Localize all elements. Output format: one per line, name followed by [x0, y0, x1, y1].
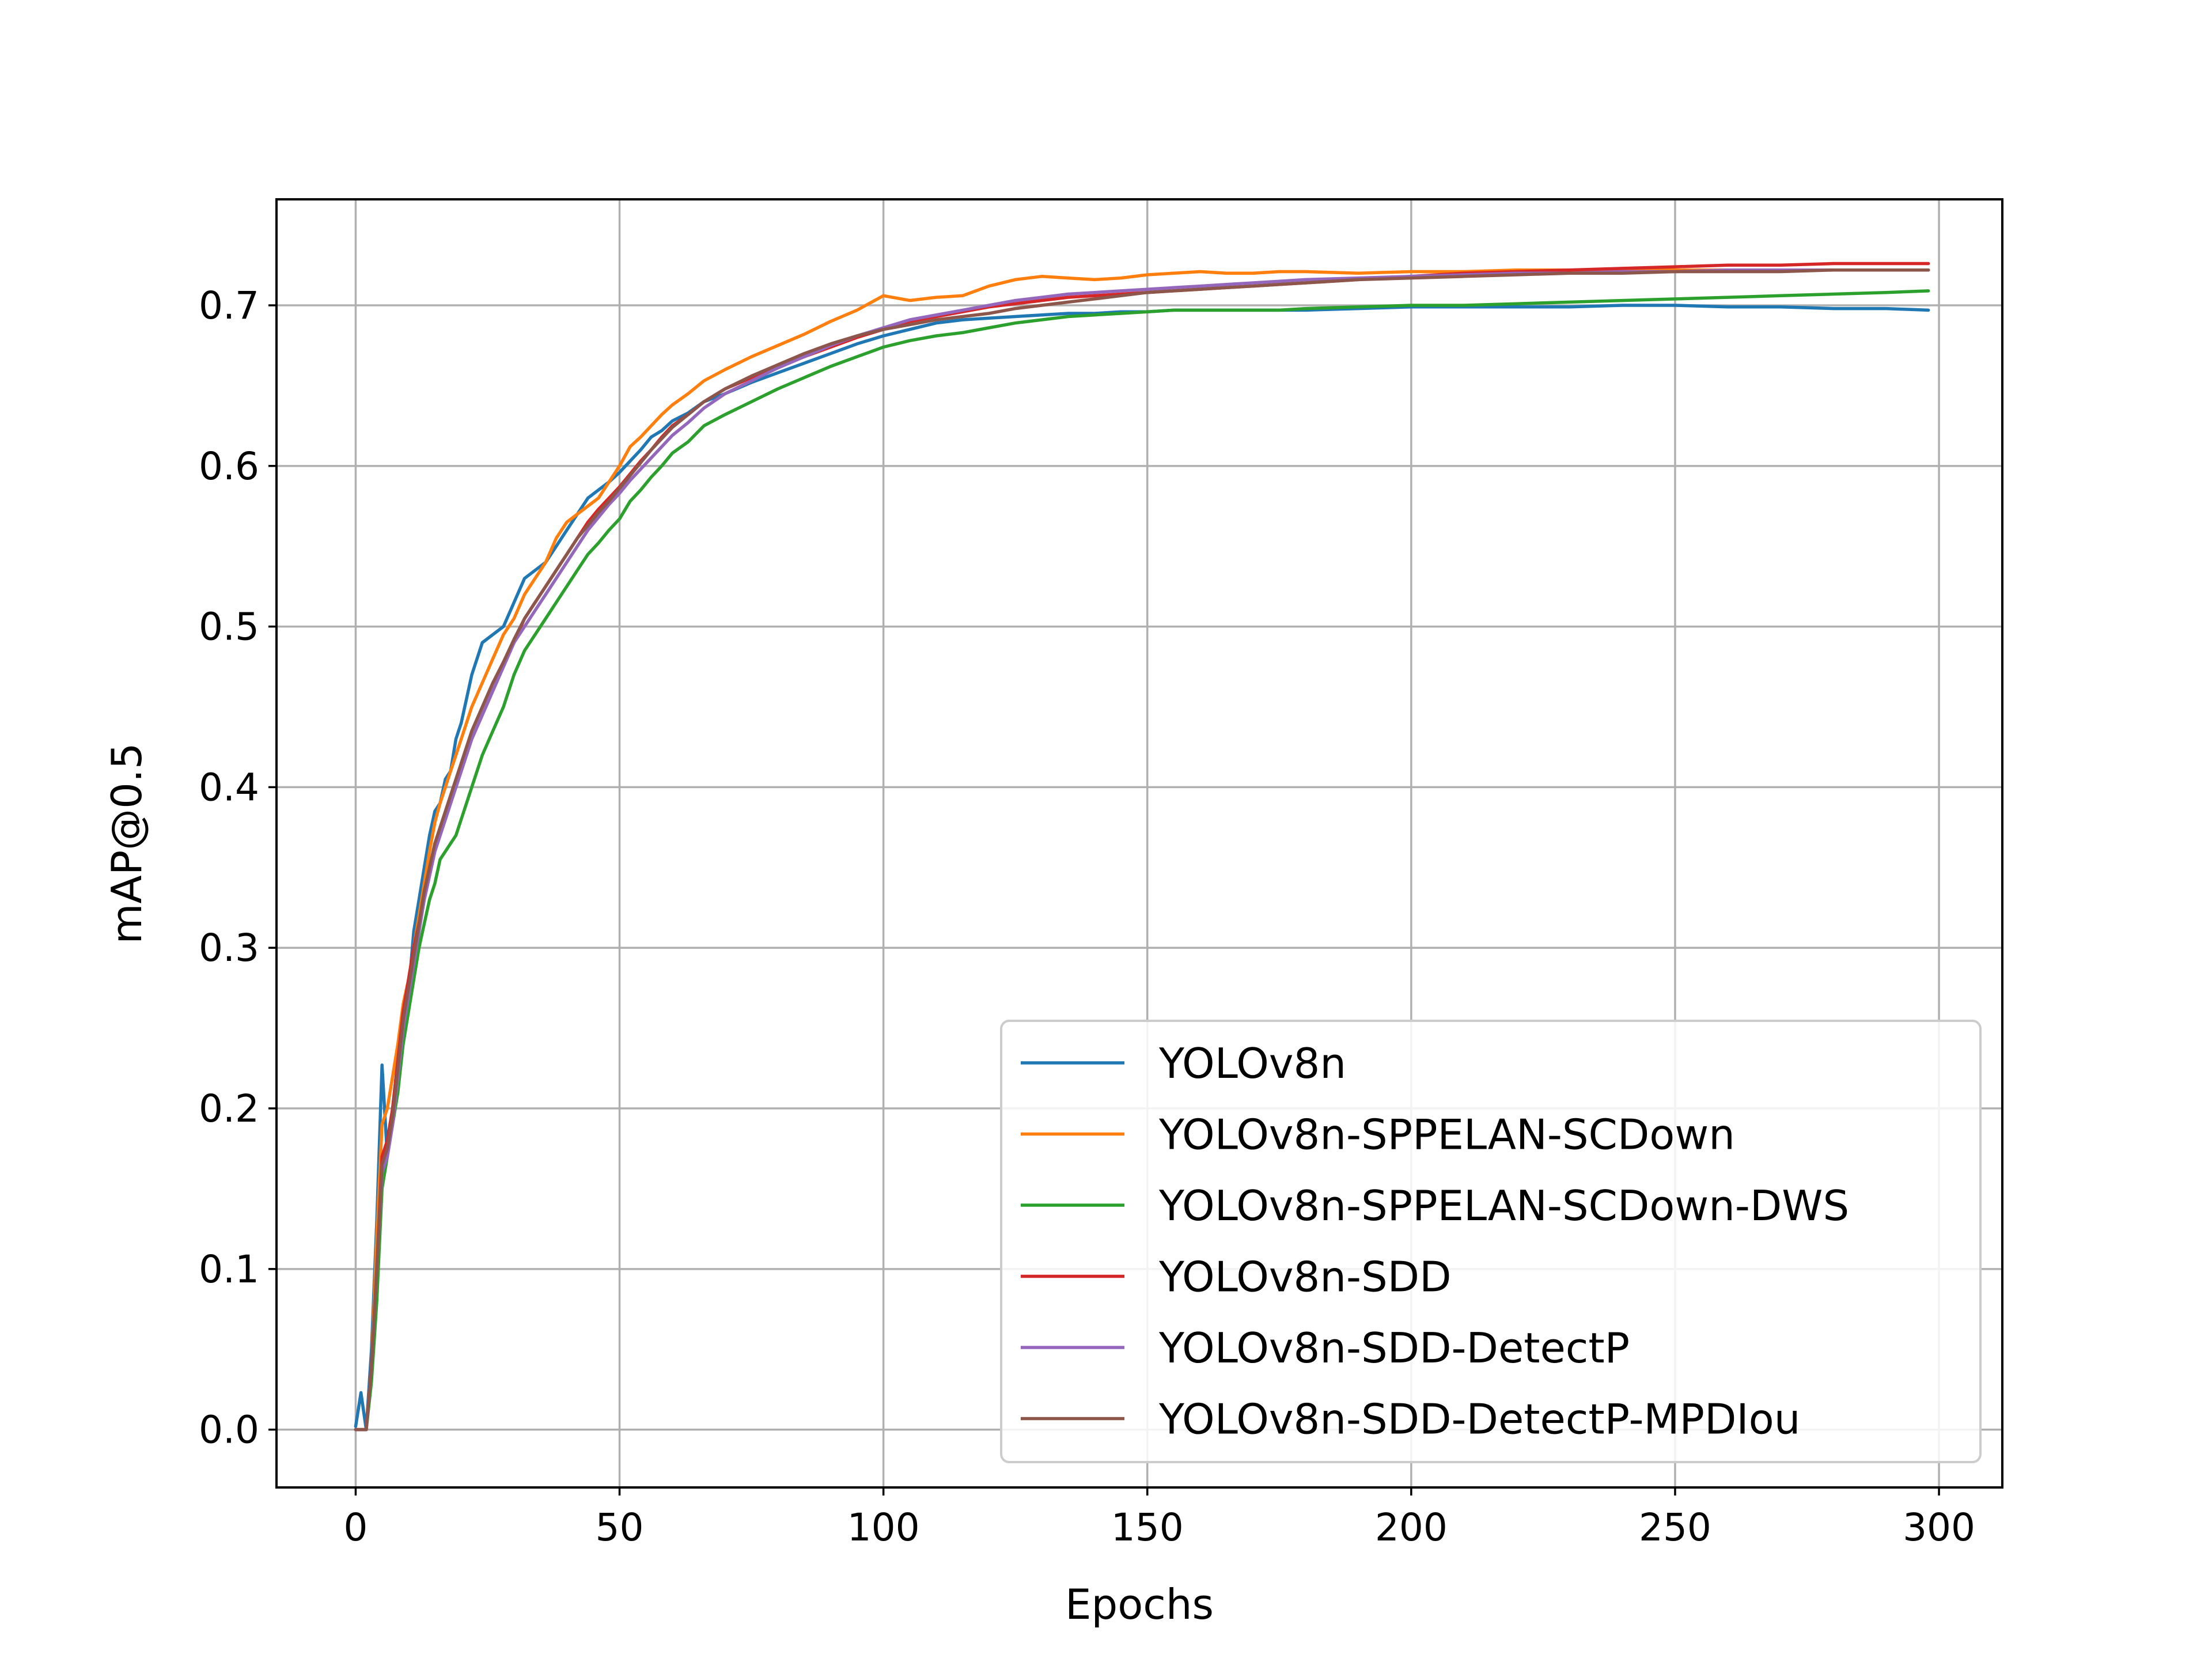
- x-axis-label: Epochs: [1065, 1580, 1214, 1629]
- y-axis-label: mAP@0.5: [103, 743, 151, 944]
- x-tick-label: 100: [847, 1505, 920, 1550]
- legend-label: YOLOv8n: [1158, 1039, 1346, 1088]
- y-tick-label: 0.0: [199, 1408, 259, 1452]
- y-tick-label: 0.2: [199, 1086, 259, 1131]
- x-axis-ticks: 0 50 100 150 200 250 300: [343, 1487, 1975, 1550]
- y-tick-label: 0.4: [199, 765, 259, 809]
- plot-frame: [275, 198, 2003, 1489]
- x-tick-label: 300: [1903, 1505, 1975, 1550]
- series-line-6: [354, 268, 1930, 1432]
- y-axis-ticks: 0.0 0.1 0.2 0.3 0.4 0.5 0.6 0.7: [199, 283, 276, 1452]
- x-tick-label: 150: [1111, 1505, 1184, 1550]
- y-tick-label: 0.7: [199, 283, 259, 328]
- legend-label: YOLOv8n-SPPELAN-SCDown-DWS: [1158, 1182, 1849, 1230]
- x-tick-label: 50: [596, 1505, 644, 1550]
- plot-series: [354, 262, 1930, 1432]
- x-tick-label: 250: [1639, 1505, 1711, 1550]
- legend: YOLOv8n YOLOv8n-SPPELAN-SCDown YOLOv8n-SPP…: [1000, 1020, 1982, 1463]
- x-tick-label: 200: [1375, 1505, 1448, 1550]
- y-tick-label: 0.3: [199, 926, 259, 970]
- legend-label: YOLOv8n-SDD-DetectP: [1158, 1324, 1630, 1372]
- legend-label: YOLOv8n-SDD: [1158, 1253, 1452, 1301]
- y-tick-label: 0.5: [199, 605, 259, 649]
- series-line-3: [354, 289, 1930, 1432]
- y-tick-label: 0.6: [199, 444, 259, 489]
- legend-box: [1000, 1020, 1982, 1463]
- legend-label: YOLOv8n-SDD-DetectP-MPDIou: [1158, 1395, 1800, 1444]
- y-tick-label: 0.1: [199, 1247, 259, 1292]
- x-tick-label: 0: [343, 1505, 368, 1550]
- legend-label: YOLOv8n-SPPELAN-SCDown: [1158, 1111, 1735, 1159]
